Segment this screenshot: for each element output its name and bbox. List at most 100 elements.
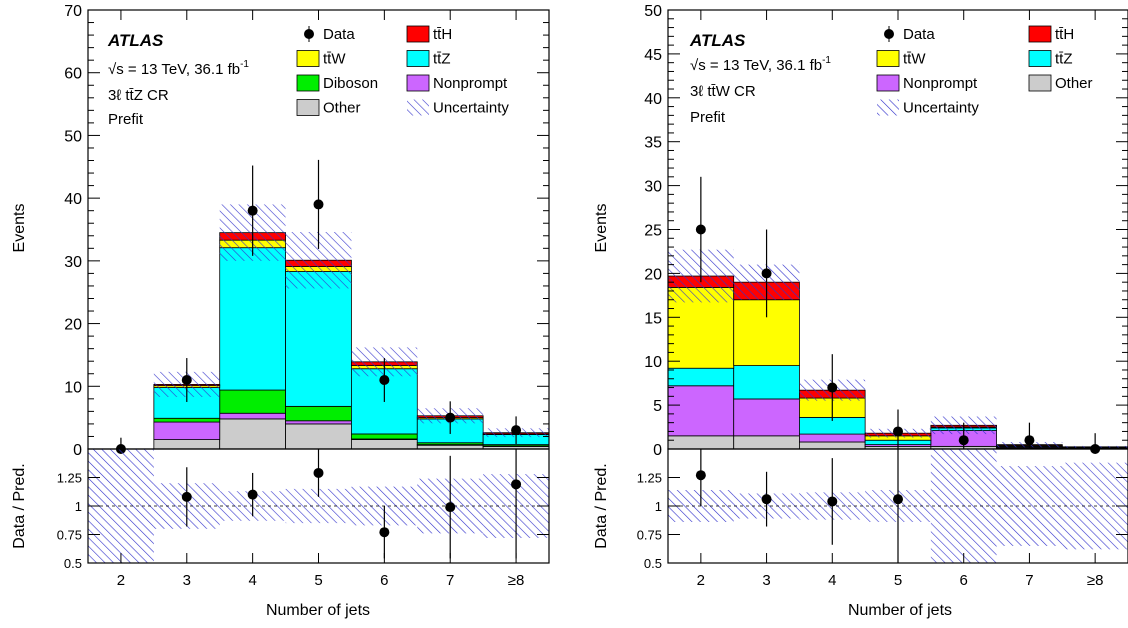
ratio-ytick-label-ttz-0: 0.5 bbox=[64, 556, 82, 571]
ratio-point-ttw-3 bbox=[893, 494, 903, 505]
bar-ttw-ttZ-1 bbox=[733, 365, 800, 400]
bar-ttw-other-1 bbox=[733, 435, 800, 450]
ratio-point-ttz-5 bbox=[445, 502, 456, 513]
ytick-label-ttw-2: 10 bbox=[644, 354, 662, 371]
legend-label-ttw-4: Nonprompt bbox=[903, 75, 978, 92]
legend-swatch-ttz-1 bbox=[406, 25, 430, 43]
data-point-ttz-2 bbox=[247, 205, 258, 216]
ytick-label-ttw-3: 15 bbox=[644, 310, 662, 327]
bar-ttz-ttZ-2 bbox=[219, 247, 286, 391]
xtick-label-ttz-6: ≥8 bbox=[508, 572, 525, 589]
bar-ttz-other-3 bbox=[285, 423, 352, 450]
data-point-ttw-1 bbox=[761, 268, 772, 279]
bar-ttz-other-1 bbox=[153, 439, 221, 450]
energy-text-ttw: √s = 13 TeV, 36.1 fb bbox=[690, 57, 822, 74]
bar-ttz-diboson-3 bbox=[285, 405, 352, 422]
ytick-label-ttz-1: 10 bbox=[64, 379, 82, 396]
xtick-label-ttw-5: 7 bbox=[1025, 572, 1033, 589]
legend-label-ttw-0: Data bbox=[903, 26, 935, 43]
legend-swatch-ttz-7 bbox=[407, 99, 429, 116]
ytick-label-ttz-4: 40 bbox=[64, 191, 82, 208]
ratio-ytick-label-ttz-2: 1 bbox=[75, 499, 82, 514]
ratio-ytick-label-ttw-0: 0.5 bbox=[644, 556, 662, 571]
x-axis-title-ttz: Number of jets bbox=[266, 602, 370, 619]
bar-ttw-nonprompt-0 bbox=[667, 385, 735, 437]
x-axis-title-ttw: Number of jets bbox=[848, 602, 952, 619]
main-plot-ttw: 0 5 10 15 20 25 30 35 40 45 50 Events Data tt̄H tt̄W… bbox=[593, 3, 1128, 459]
energy-sup-ttz: -1 bbox=[240, 59, 249, 70]
energy-label-ttz: √s = 13 TeV, 36.1 fb-1 bbox=[108, 59, 249, 78]
stack-bars-ttz bbox=[153, 232, 550, 450]
ratio-point-ttw-1 bbox=[761, 494, 772, 505]
bar-ttw-other-2 bbox=[799, 441, 866, 450]
ytick-label-ttz-6: 60 bbox=[64, 66, 82, 83]
xtick-label-ttz-3: 5 bbox=[314, 572, 322, 589]
legend-ttw: Data tt̄H tt̄W tt̄Z Nonprompt Other Uncertaint… bbox=[876, 25, 1093, 117]
legend-label-ttz-4: Diboson bbox=[323, 75, 378, 92]
bar-ttw-other-0 bbox=[667, 435, 735, 450]
ratio-point-ttz-6 bbox=[511, 479, 522, 490]
legend-label-ttz-5: Nonprompt bbox=[433, 75, 508, 92]
bar-ttz-diboson-2 bbox=[219, 389, 286, 414]
xtick-label-ttz-0: 2 bbox=[117, 572, 125, 589]
legend-swatch-ttw-3 bbox=[1028, 50, 1052, 67]
legend-swatch-ttw-1 bbox=[1028, 25, 1052, 43]
y-axis-title-ttz: Events bbox=[11, 204, 28, 253]
xtick-label-ttz-5: 7 bbox=[446, 572, 454, 589]
ratio-ytick-label-ttw-3: 1.25 bbox=[637, 471, 662, 486]
xtick-label-ttz-4: 6 bbox=[380, 572, 388, 589]
bar-ttz-nonprompt-1 bbox=[153, 421, 221, 440]
ratio-y-axis-ttz: 0.5 0.75 1 1.25 bbox=[57, 471, 549, 571]
data-point-ttz-1 bbox=[181, 375, 192, 386]
data-point-ttz-5 bbox=[445, 412, 456, 423]
legend-ttz: Data tt̄H tt̄W tt̄Z Diboson Nonprompt Other Unc… bbox=[296, 25, 509, 117]
ratio-ytick-label-ttz-1: 0.75 bbox=[57, 528, 82, 543]
ratio-ytick-label-ttz-3: 1.25 bbox=[57, 471, 82, 486]
ratio-point-ttw-0 bbox=[695, 470, 706, 481]
legend-swatch-ttz-2 bbox=[296, 50, 320, 67]
ratio-point-ttz-2 bbox=[247, 489, 258, 500]
bar-ttw-nonprompt-1 bbox=[733, 398, 800, 437]
ratio-ytick-label-ttw-2: 1 bbox=[655, 499, 662, 514]
y-axis-title-ttw: Events bbox=[593, 204, 610, 253]
data-point-ttw-3 bbox=[893, 426, 903, 437]
ratio-point-ttz-1 bbox=[181, 491, 192, 502]
legend-swatch-ttw-5 bbox=[1028, 74, 1052, 92]
ratio-point-ttw-2 bbox=[827, 496, 838, 507]
ytick-label-ttz-5: 50 bbox=[64, 128, 82, 145]
ratio-point-ttz-4 bbox=[379, 527, 390, 538]
legend-label-ttz-7: Uncertainty bbox=[433, 100, 509, 117]
data-point-ttw-2 bbox=[827, 382, 838, 393]
region-label-ttw: 3ℓ tt̄W CR bbox=[690, 83, 756, 100]
legend-label-ttz-2: tt̄W bbox=[323, 51, 346, 68]
status-label-ttz: Prefit bbox=[108, 111, 144, 128]
energy-sup-ttw: -1 bbox=[822, 55, 831, 66]
data-points-ttz bbox=[115, 159, 522, 454]
x-axis-ttz: 2 3 4 5 6 7 ≥8 bbox=[117, 10, 525, 589]
bar-ttw-ttZ-0 bbox=[667, 367, 735, 387]
ratio-points-ttw bbox=[695, 449, 903, 563]
data-point-ttw-0 bbox=[695, 224, 706, 235]
ytick-label-ttw-1: 5 bbox=[653, 398, 662, 415]
legend-swatch-ttw-4 bbox=[876, 74, 900, 92]
xtick-label-ttw-3: 5 bbox=[894, 572, 902, 589]
legend-swatch-ttw-6 bbox=[877, 99, 899, 116]
legend-swatch-ttz-6 bbox=[296, 99, 320, 116]
data-point-ttz-6 bbox=[511, 425, 522, 436]
ratio-ytick-label-ttw-1: 0.75 bbox=[637, 528, 662, 543]
ytick-label-ttw-6: 30 bbox=[644, 179, 662, 196]
bar-ttz-diboson-4 bbox=[351, 433, 418, 440]
energy-text-ttz: √s = 13 TeV, 36.1 fb bbox=[108, 61, 240, 78]
data-point-ttz-4 bbox=[379, 375, 390, 386]
x-axis-ttw: 2 3 4 5 6 7 ≥8 bbox=[697, 10, 1103, 589]
data-point-ttw-4 bbox=[958, 435, 969, 446]
ytick-label-ttw-4: 20 bbox=[644, 266, 662, 283]
data-point-ttz-3 bbox=[313, 199, 324, 210]
legend-label-ttz-6: Other bbox=[323, 100, 361, 117]
atlas-label-ttz: ATLAS bbox=[107, 31, 164, 50]
ratio-point-ttz-3 bbox=[313, 467, 324, 478]
legend-label-ttz-3: tt̄Z bbox=[433, 51, 451, 68]
